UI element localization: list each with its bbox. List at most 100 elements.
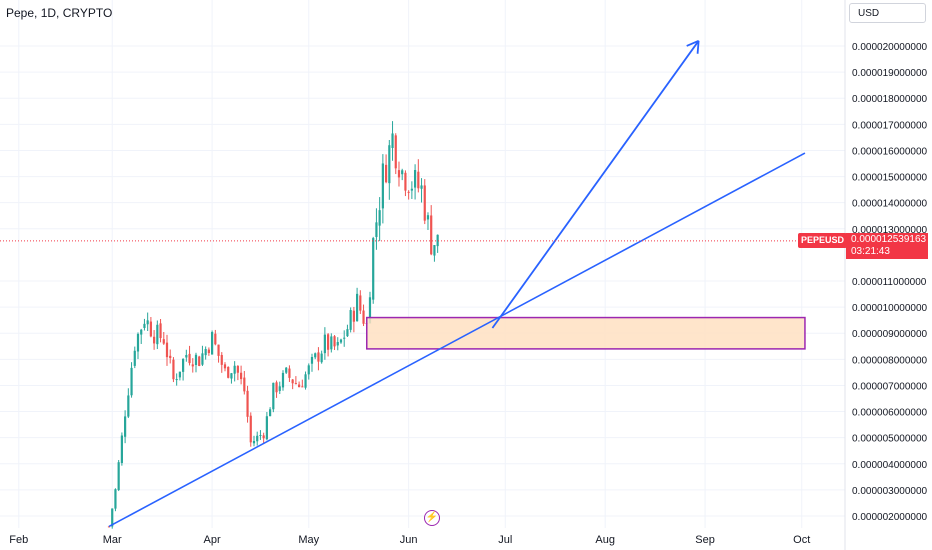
y-tick-label: 0.000006000000	[852, 408, 928, 419]
lightning-icon[interactable]: ⚡	[424, 510, 440, 526]
candle-body	[240, 372, 243, 380]
candle-body	[368, 297, 372, 324]
candle-body	[420, 185, 423, 189]
candle-body	[120, 435, 123, 464]
candle-body	[227, 366, 230, 378]
candle-body	[143, 323, 146, 328]
symbol-tag: PEPEUSD	[798, 233, 848, 248]
candle-body	[236, 366, 239, 373]
candle-body	[349, 310, 352, 330]
x-tick-label: Jun	[400, 534, 418, 546]
candle-body	[320, 353, 323, 363]
candle-body	[262, 435, 265, 439]
candle-body	[294, 383, 297, 385]
y-tick-label: 0.000013000000	[852, 225, 928, 236]
countdown-timer: 03:21:43	[851, 246, 890, 257]
x-tick-label: Apr	[204, 534, 221, 546]
candle-body	[384, 164, 388, 183]
y-tick-label: 0.000011000000	[852, 277, 927, 288]
y-tick-label: 0.000019000000	[852, 68, 928, 79]
x-tick-label: May	[298, 534, 319, 546]
chart-grid	[0, 0, 845, 528]
candle-body	[378, 210, 381, 226]
candle-body	[381, 163, 384, 209]
candle-body	[246, 390, 249, 417]
y-tick-label: 0.000018000000	[852, 94, 928, 105]
candle-body	[159, 323, 162, 339]
candle-body	[204, 349, 207, 356]
candle-body	[133, 350, 136, 366]
y-tick-label: 0.000017000000	[852, 120, 928, 131]
y-tick-label: 0.000020000000	[852, 42, 928, 53]
chart-title: Pepe, 1D, CRYPTO	[6, 6, 113, 20]
candle-body	[252, 441, 256, 444]
candle-body	[233, 365, 236, 374]
candle-body	[107, 526, 111, 528]
candle-body	[223, 364, 227, 369]
candle-body	[343, 337, 346, 339]
candle-body	[375, 222, 378, 238]
x-tick-label: Feb	[9, 534, 28, 546]
candle-body	[433, 245, 436, 256]
candle-body	[194, 354, 198, 365]
candle-body	[304, 374, 307, 388]
candle-body	[149, 321, 152, 337]
candle-body	[336, 342, 339, 346]
y-tick-label: 0.000003000000	[852, 486, 928, 497]
candle-body	[404, 172, 407, 191]
candle-body	[259, 435, 262, 437]
candle-body	[314, 353, 317, 358]
candle-body	[169, 355, 172, 359]
candle-body	[201, 353, 204, 365]
candle-body	[272, 382, 275, 410]
candle-body	[249, 415, 252, 443]
currency-selector[interactable]: USD	[849, 3, 926, 23]
candle-body	[326, 334, 330, 350]
x-tick-label: Jul	[498, 534, 512, 546]
candle-body	[310, 356, 314, 364]
candle-body	[230, 373, 233, 379]
candle-body	[388, 145, 391, 184]
candle-body	[156, 324, 159, 345]
candle-body	[413, 170, 417, 188]
candle-body	[426, 215, 430, 220]
candle-body	[307, 365, 310, 375]
y-tick-label: 0.000007000000	[852, 381, 928, 392]
projection-arrow-line	[491, 40, 700, 329]
current-price-tag: 0.000012539163 03:21:43	[846, 233, 928, 259]
candles	[107, 121, 439, 529]
candle-body	[269, 409, 272, 417]
candle-body	[124, 416, 127, 437]
candle-body	[111, 508, 114, 527]
candle-body	[136, 333, 140, 352]
candle-body	[153, 336, 156, 344]
candle-body	[185, 355, 188, 358]
candle-body	[362, 310, 365, 324]
candle-body	[333, 336, 336, 347]
candle-body	[275, 382, 278, 393]
candle-body	[430, 215, 433, 255]
y-tick-label: 0.000005000000	[852, 434, 928, 445]
candle-body	[352, 310, 355, 322]
candle-body	[207, 349, 210, 354]
candle-body	[397, 170, 401, 178]
candle-body	[372, 238, 375, 300]
x-tick-label: Mar	[103, 534, 122, 546]
arrow-head	[696, 40, 700, 54]
candle-body	[436, 234, 439, 247]
candle-body	[127, 395, 130, 417]
candle-body	[117, 462, 120, 491]
x-axis: Feb Mar Apr May Jun Jul Aug Sep Oct	[9, 534, 810, 546]
candle-body	[211, 332, 214, 355]
candle-body	[410, 188, 413, 191]
candle-body	[188, 353, 191, 364]
y-tick-label: 0.000010000000	[852, 303, 928, 314]
candle-body	[281, 372, 285, 388]
candle-body	[146, 320, 149, 325]
support-trendline	[108, 152, 806, 528]
candle-body	[178, 371, 181, 378]
candle-body	[346, 329, 349, 337]
candle-body	[391, 133, 394, 148]
drawings	[108, 39, 806, 528]
